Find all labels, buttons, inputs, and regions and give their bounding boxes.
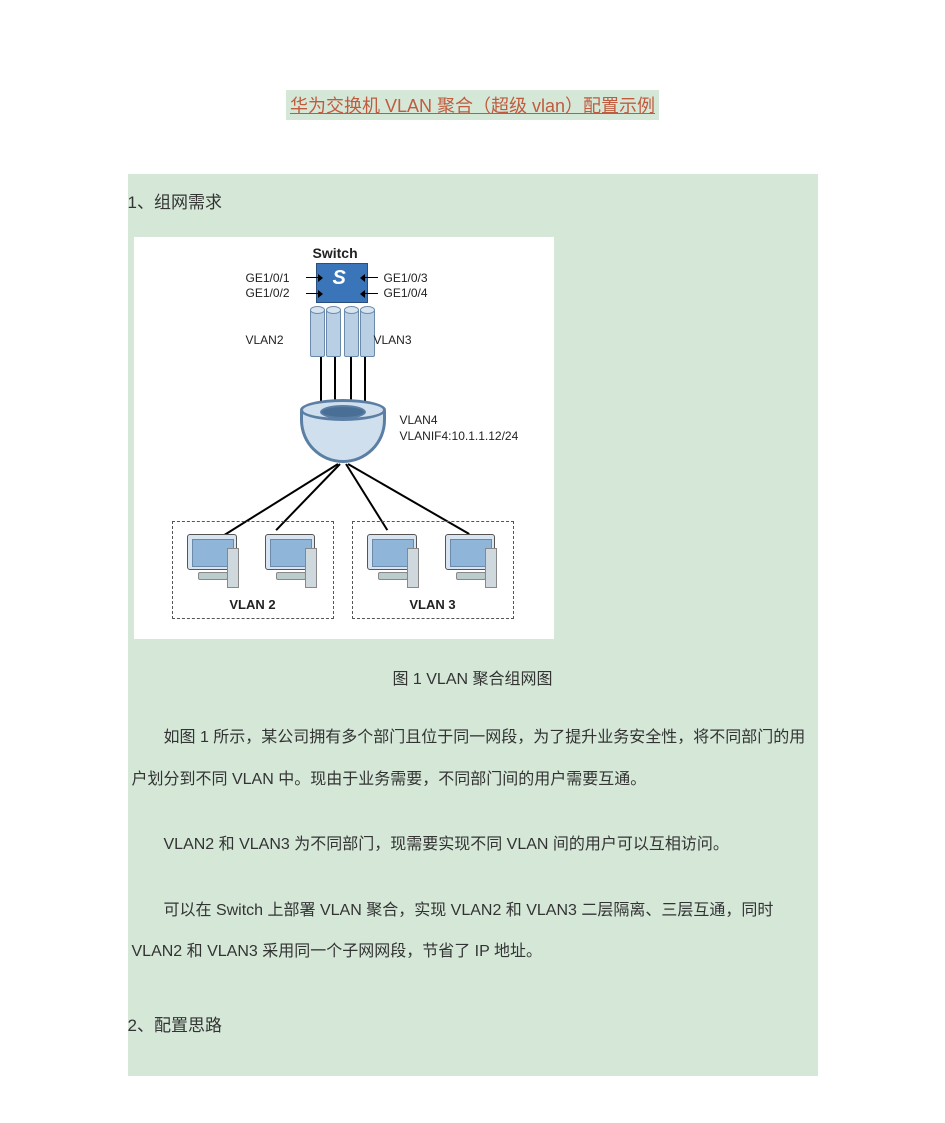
vlan3-label: VLAN3 [374,333,412,347]
vlan-diagram: Switch S GE1/0/1 GE1/0/2 GE1/0/3 GE1/0/4… [138,241,546,635]
vlan3-group: VLAN 3 [352,521,514,619]
sub-vlan-cylinder-icon [310,309,325,357]
section-1-heading: 1、组网需求 [128,174,818,237]
paragraph-2: VLAN2 和 VLAN3 为不同部门，现需要实现不同 VLAN 间的用户可以互… [128,824,818,890]
vlan2-label: VLAN2 [246,333,284,347]
pc-icon [265,534,317,590]
section-2-heading: 2、配置思路 [128,997,818,1076]
vlan3-group-label: VLAN 3 [353,597,513,612]
port-ge104-label: GE1/0/4 [384,286,428,300]
super-vlan-cylinder-inner-icon [320,405,366,419]
sub-vlan-cylinder-icon [360,309,375,357]
pc-icon [445,534,497,590]
port-ge103-label: GE1/0/3 [384,271,428,285]
paragraph-3: 可以在 Switch 上部署 VLAN 聚合，实现 VLAN2 和 VLAN3 … [128,890,818,997]
figure-1: Switch S GE1/0/1 GE1/0/2 GE1/0/3 GE1/0/4… [134,237,554,639]
content-block: 1、组网需求 Switch S GE1/0/1 GE1/0/2 GE1/0/3 … [128,174,818,1076]
switch-label: Switch [313,245,358,261]
pc-icon [187,534,239,590]
port-ge102-label: GE1/0/2 [246,286,290,300]
sub-vlan-cylinder-icon [344,309,359,357]
vlanif4-label: VLANIF4:10.1.1.12/24 [400,429,519,443]
vlan2-group-label: VLAN 2 [173,597,333,612]
pc-icon [367,534,419,590]
vlan4-label: VLAN4 [400,413,438,427]
switch-letter: S [333,267,346,290]
vlan2-group: VLAN 2 [172,521,334,619]
paragraph-1: 如图 1 所示，某公司拥有多个部门且位于同一网段，为了提升业务安全性，将不同部门… [128,717,818,824]
figure-1-caption: 图 1 VLAN 聚合组网图 [128,639,818,717]
sub-vlan-cylinder-icon [326,309,341,357]
page-title: 华为交换机 VLAN 聚合（超级 vlan）配置示例 [286,90,659,120]
port-ge101-label: GE1/0/1 [246,271,290,285]
